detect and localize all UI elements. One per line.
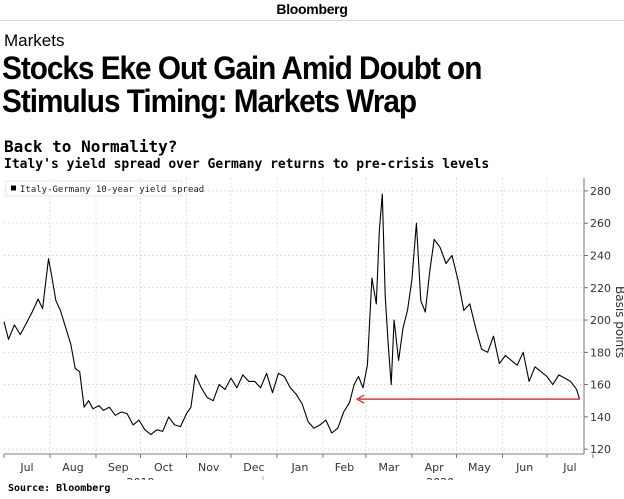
y-tick-label: 220 bbox=[590, 282, 611, 295]
x-tick-label: Aug bbox=[62, 461, 83, 474]
x-tick-label: Apr bbox=[425, 461, 445, 474]
bloomberg-logo[interactable]: Bloomberg bbox=[276, 1, 348, 17]
legend-box bbox=[5, 180, 183, 197]
chart-title: Back to Normality? bbox=[4, 137, 178, 156]
x-tick-label: Jun bbox=[515, 461, 533, 474]
year-label: 2020 bbox=[426, 476, 454, 480]
y-tick-label: 260 bbox=[590, 217, 611, 230]
x-tick-label: Jul bbox=[562, 461, 576, 474]
headline: Stocks Eke Out Gain Amid Doubt on Stimul… bbox=[2, 52, 560, 118]
series bbox=[3, 193, 581, 436]
x-tick-label: Dec bbox=[243, 461, 264, 474]
legend-label: Italy-Germany 10-year yield spread bbox=[20, 185, 204, 195]
y-tick-label: 180 bbox=[590, 346, 611, 359]
y-tick-label: 160 bbox=[590, 379, 611, 392]
y-tick-label: 140 bbox=[590, 411, 611, 424]
legend: Italy-Germany 10-year yield spread bbox=[5, 180, 204, 197]
x-tick-label: Jan bbox=[290, 461, 308, 474]
x-tick-label: Mar bbox=[379, 461, 400, 474]
headline-line-2: Stimulus Timing: Markets Wrap bbox=[2, 83, 417, 119]
x-tick-label: Oct bbox=[154, 461, 174, 474]
y-tick-label: 120 bbox=[590, 443, 611, 456]
annotations bbox=[355, 394, 580, 404]
x-tick-label: Jul bbox=[19, 461, 33, 474]
y-tick-label: 240 bbox=[590, 249, 611, 262]
source-note: Source: Bloomberg bbox=[8, 483, 111, 494]
y-axis-title: Basis points bbox=[613, 286, 624, 358]
headline-line-1: Stocks Eke Out Gain Amid Doubt on bbox=[2, 50, 482, 86]
top-bar: Bloomberg bbox=[0, 0, 624, 21]
series-line bbox=[3, 193, 581, 436]
y-tick-label: 280 bbox=[590, 185, 611, 198]
chart-subtitle: Italy's yield spread over Germany return… bbox=[4, 157, 490, 172]
x-tick-label: Sep bbox=[108, 461, 129, 474]
legend-swatch bbox=[11, 185, 16, 191]
grid bbox=[4, 178, 584, 454]
x-tick-label: May bbox=[468, 461, 491, 474]
x-tick-label: Feb bbox=[335, 461, 354, 474]
chart: 120 140 160 180 200 220 240 260 280 Jul Aug Sep Oct N… bbox=[3, 178, 624, 480]
axes: 120 140 160 180 200 220 240 260 280 Jul Aug Sep Oct N… bbox=[3, 178, 624, 480]
section-label[interactable]: Markets bbox=[4, 31, 65, 50]
year-label: 2019 bbox=[126, 476, 154, 480]
annotation-arrowhead bbox=[355, 394, 365, 404]
x-tick-label: Nov bbox=[198, 461, 220, 474]
y-tick-label: 200 bbox=[590, 314, 611, 327]
